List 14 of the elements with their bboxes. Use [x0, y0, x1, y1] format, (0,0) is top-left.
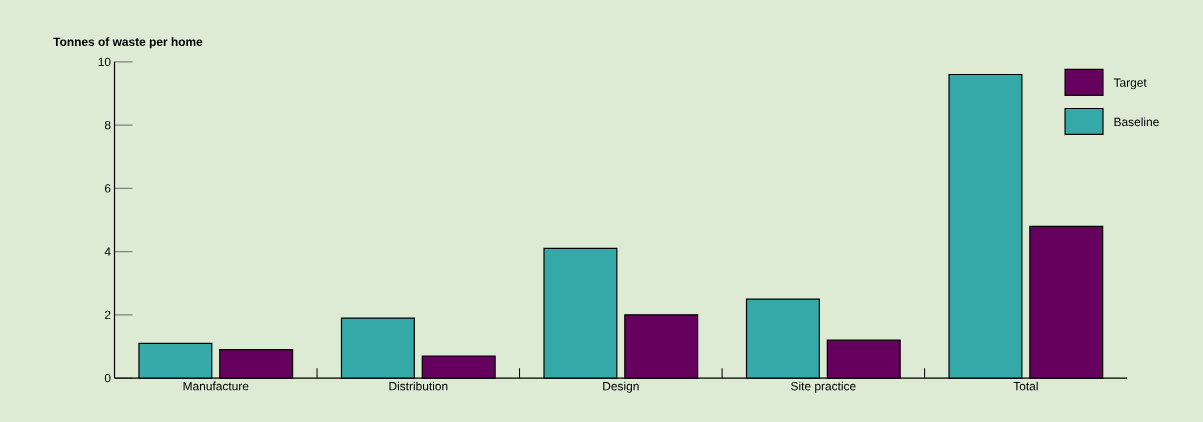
y-tick-label: 10: [98, 57, 111, 67]
y-tick-label: 2: [104, 310, 111, 320]
x-tick-label: Total: [1013, 381, 1038, 391]
y-axis-title: Tonnes of waste per home: [53, 37, 203, 49]
y-tick-label: 4: [104, 247, 111, 256]
x-tick-label: Design: [603, 381, 639, 393]
legend-label: Target: [1113, 78, 1147, 90]
x-tick-label: Distribution: [389, 381, 448, 391]
y-tick-label: 8: [104, 120, 111, 130]
legend-label: Baseline: [1114, 117, 1159, 127]
y-tick-label: 0: [104, 373, 111, 383]
x-tick-label: Manufacture: [183, 381, 249, 391]
x-tick-label: Site practice: [791, 381, 856, 393]
y-tick-label: 6: [104, 184, 111, 193]
